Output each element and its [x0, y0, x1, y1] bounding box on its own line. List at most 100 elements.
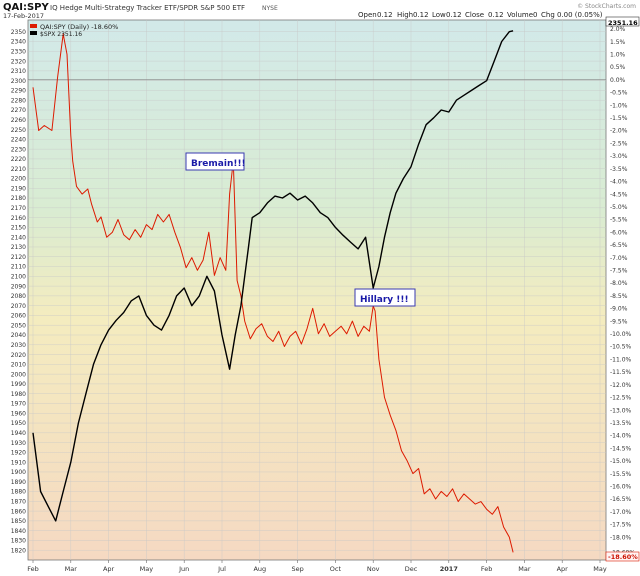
current-ratio-value: -18.60%	[608, 553, 638, 561]
left-tick-label: 1970	[11, 401, 26, 408]
low-label: Low	[432, 11, 446, 19]
left-tick-label: 1920	[11, 450, 26, 457]
close-value: 0.12	[488, 11, 504, 19]
chg-value: 0.00 (0.05%)	[557, 11, 603, 19]
legend-spx: $SPX 2351.16	[40, 31, 82, 38]
left-tick-label: 1960	[11, 410, 26, 417]
right-tick-label: -8.5%	[610, 293, 628, 300]
right-tick-label: -9.5%	[610, 318, 628, 325]
annotation-bremain-box	[185, 152, 245, 171]
left-tick-label: 2160	[11, 215, 26, 222]
left-tick-label: 2090	[11, 283, 26, 290]
left-tick-label: 2300	[11, 78, 26, 85]
x-tick-label: Jun	[178, 565, 189, 573]
left-tick-label: 1900	[11, 469, 26, 476]
right-tick-label: -15.5%	[610, 471, 632, 478]
right-tick-label: 0.0%	[610, 77, 626, 84]
x-tick-label: Sep	[291, 565, 303, 573]
chg-label: Chg	[541, 11, 555, 19]
left-tick-label: 1980	[11, 391, 26, 398]
right-tick-label: -10.5%	[610, 344, 632, 351]
right-tick-label: -16.0%	[610, 484, 632, 491]
left-tick-label: 2220	[11, 156, 26, 163]
right-tick-label: -6.0%	[610, 229, 628, 236]
right-tick-label: -12.0%	[610, 382, 632, 389]
right-tick-label: -15.0%	[610, 458, 632, 465]
x-tick-label: Feb	[27, 565, 39, 573]
right-tick-label: -2.0%	[610, 128, 628, 135]
left-tick-label: 2310	[11, 68, 26, 75]
right-axis-ticks: 2.0% 1.5% 1.0% 0.5% 0.0% -0.5% -1.0% -1.5% -2.0%…	[610, 26, 635, 556]
right-tick-label: -9.0%	[610, 306, 628, 313]
left-tick-label: 1940	[11, 430, 26, 437]
left-tick-label: 1890	[11, 479, 26, 486]
series-ratio-line	[32, 33, 514, 553]
left-tick-label: 2120	[11, 254, 26, 261]
right-tick-label: -3.5%	[610, 166, 628, 173]
high-value: 0.12	[413, 11, 429, 19]
left-tick-label: 2210	[11, 166, 26, 173]
left-tick-label: 2290	[11, 88, 26, 95]
right-tick-label: -10.0%	[610, 331, 632, 338]
left-tick-label: 2330	[11, 49, 26, 56]
left-tick-label: 2200	[11, 176, 26, 183]
left-tick-label: 2180	[11, 195, 26, 202]
low-value: 0.12	[446, 11, 462, 19]
right-tick-label: -2.5%	[610, 140, 628, 147]
right-tick-label: -4.0%	[610, 179, 628, 186]
right-tick-label: -17.5%	[610, 522, 632, 529]
x-tick-label: May	[593, 565, 607, 573]
chart-date: 17-Feb-2017	[3, 12, 44, 20]
left-tick-label: 2140	[11, 234, 26, 241]
left-tick-label: 2060	[11, 313, 26, 320]
left-tick-label: 2260	[11, 117, 26, 124]
annotation-bremain-text: Bremain!!!	[191, 159, 246, 169]
right-tick-label: -3.0%	[610, 153, 628, 160]
right-tick-label: -6.5%	[610, 242, 628, 249]
right-tick-label: -11.5%	[610, 369, 632, 376]
left-tick-label: 2100	[11, 274, 26, 281]
left-tick-label: 2040	[11, 332, 26, 339]
x-tick-label: Mar	[65, 565, 78, 573]
current-spx-box	[605, 16, 640, 27]
right-tick-label: -14.0%	[610, 433, 632, 440]
right-tick-label: -17.0%	[610, 509, 632, 516]
high-label: High	[397, 11, 413, 19]
x-tick-label: Nov	[367, 565, 380, 573]
left-tick-label: 1820	[11, 547, 26, 554]
annotation-hillary-box	[354, 288, 416, 307]
close-label: Close	[465, 11, 484, 19]
left-tick-label: 2170	[11, 205, 26, 212]
x-tick-label: Jul	[217, 565, 226, 573]
right-tick-label: -13.0%	[610, 407, 632, 414]
volume-label: Volume	[507, 11, 533, 19]
right-tick-label: 0.5%	[610, 64, 626, 71]
x-axis-ticks: Feb Mar Apr May Jun Jul Aug Sep Oct Nov Dec 2017 Feb…	[27, 560, 607, 573]
right-tick-label: -13.5%	[610, 420, 632, 427]
left-tick-label: 1870	[11, 499, 26, 506]
left-tick-label: 1840	[11, 528, 26, 535]
right-tick-label: 2.0%	[610, 26, 626, 33]
x-tick-label: Aug	[253, 565, 266, 573]
ohlc-readout: Open 0.12 High 0.12 Low 0.12 Close 0.12 …	[358, 11, 603, 19]
left-tick-label: 1880	[11, 489, 26, 496]
left-tick-label: 2020	[11, 352, 26, 359]
chart-symbol: QAI:SPY	[3, 2, 49, 13]
left-tick-label: 2030	[11, 342, 26, 349]
left-tick-label: 2110	[11, 264, 26, 271]
legend-ratio: QAI:SPY (Daily) -18.60%	[40, 23, 118, 31]
right-tick-label: 1.5%	[610, 39, 626, 46]
watermark: © StockCharts.com	[577, 3, 636, 10]
right-tick-label: 1.0%	[610, 52, 626, 59]
right-tick-label: -12.5%	[610, 395, 632, 402]
legend: QAI:SPY (Daily) -18.60% $SPX 2351.16	[30, 23, 118, 38]
left-tick-label: 2050	[11, 322, 26, 329]
open-value: 0.12	[377, 11, 393, 19]
current-ratio-marker: -18.60%	[605, 551, 640, 562]
series-layer	[32, 30, 514, 553]
left-tick-label: 2010	[11, 362, 26, 369]
left-tick-label: 2350	[11, 29, 26, 36]
right-tick-label: -7.5%	[610, 268, 628, 275]
left-tick-label: 1990	[11, 381, 26, 388]
